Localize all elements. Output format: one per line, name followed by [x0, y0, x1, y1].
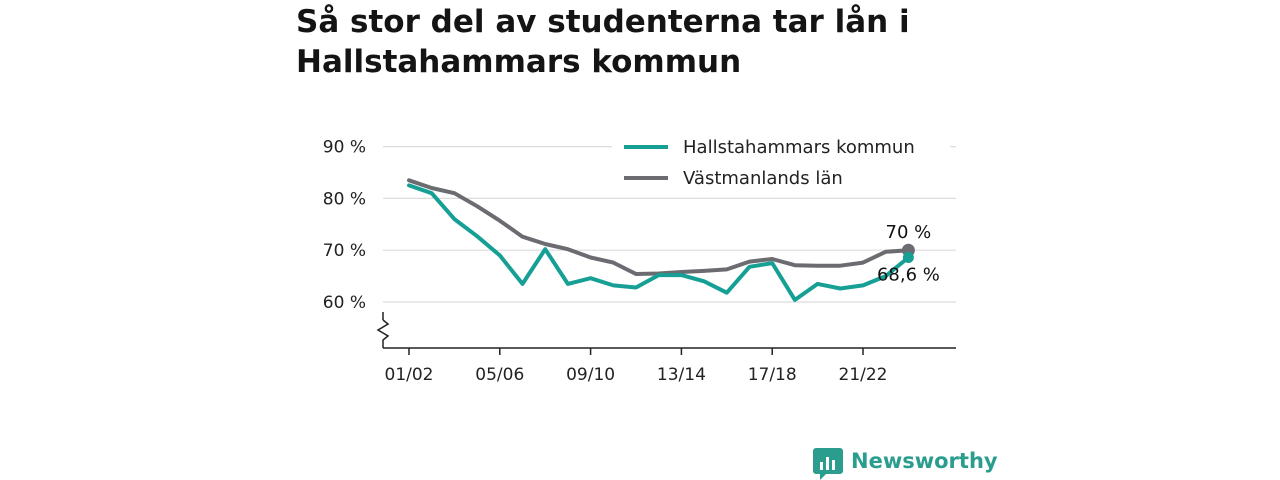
y-axis-break-icon [376, 319, 390, 348]
series-line [407, 183, 911, 302]
legend-label: Västmanlands län [683, 168, 843, 189]
legend-label: Hallstahammars kommun [683, 137, 915, 158]
y-tick-label: 80 % [323, 189, 366, 209]
end-marker [902, 251, 914, 263]
legend: Hallstahammars kommun Västmanlands län [612, 132, 950, 196]
y-tick-label: 90 % [323, 138, 366, 158]
end-value-label: 70 % [886, 222, 932, 243]
brand-name: Newsworthy [851, 449, 998, 473]
x-tick-label: 05/06 [475, 365, 524, 385]
y-tick-label: 60 % [323, 293, 366, 313]
newsworthy-logo-icon [813, 448, 843, 480]
end-value-label: 68,6 % [877, 264, 940, 285]
chart-title: Så stor del av studenterna tar lån i Hal… [296, 4, 910, 80]
y-tick-label: 70 % [323, 241, 366, 261]
x-tick-label: 21/22 [839, 365, 888, 385]
x-tick-label: 09/10 [566, 365, 615, 385]
series-lines [407, 178, 915, 302]
brand-logo[interactable]: Newsworthy [813, 448, 998, 480]
axes [376, 312, 956, 355]
x-tick-label: 17/18 [748, 365, 797, 385]
x-tick-label: 01/02 [385, 365, 434, 385]
legend-background [612, 132, 950, 196]
x-tick-label: 13/14 [657, 365, 706, 385]
labels: 60 % 70 % 80 % 90 % 01/02 05/06 09/10 13/14 17/1… [323, 138, 940, 385]
